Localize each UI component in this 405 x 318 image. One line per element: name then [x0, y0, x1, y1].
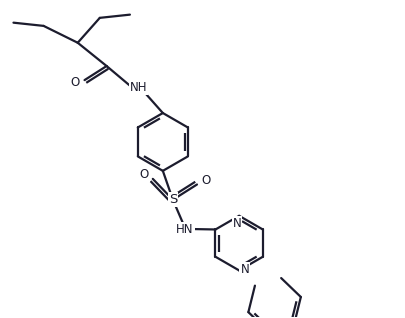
Text: HN: HN: [176, 223, 193, 236]
Text: O: O: [70, 76, 79, 89]
Text: N: N: [232, 217, 241, 230]
Text: O: O: [201, 174, 210, 187]
Text: O: O: [139, 168, 148, 181]
Text: N: N: [240, 263, 249, 276]
Text: NH: NH: [130, 81, 147, 94]
Text: S: S: [168, 193, 177, 206]
